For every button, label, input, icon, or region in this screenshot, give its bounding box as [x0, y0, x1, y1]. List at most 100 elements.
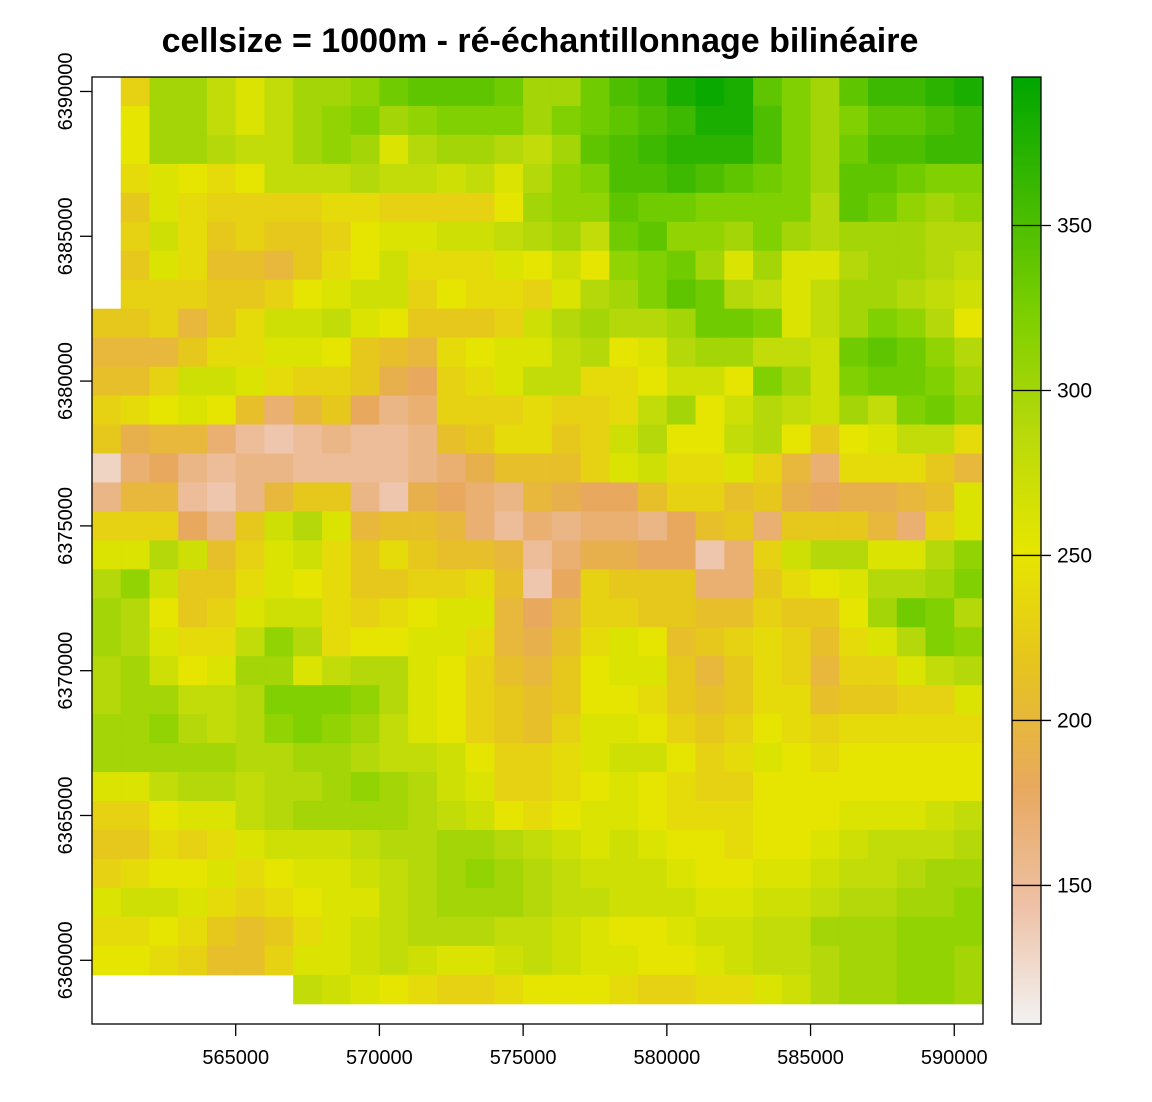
raster-cell: [810, 829, 840, 860]
raster-cell: [666, 77, 697, 107]
raster-cell: [350, 569, 381, 599]
raster-cell: [436, 163, 467, 194]
raster-cell: [293, 945, 323, 976]
raster-cell: [638, 134, 668, 165]
raster-cell: [753, 829, 783, 860]
raster-cell: [580, 424, 610, 455]
raster-cell: [235, 714, 266, 744]
raster-cell: [810, 887, 840, 918]
raster-cell: [551, 656, 582, 686]
raster-cell: [321, 250, 352, 281]
raster-cell: [206, 482, 237, 513]
raster-cell: [580, 337, 610, 368]
raster-cell: [724, 569, 754, 599]
raster-cell: [494, 192, 524, 223]
raster-cell: [178, 916, 208, 947]
raster-cell: [551, 134, 582, 165]
raster-cell: [551, 974, 582, 1005]
raster-cell: [839, 279, 869, 310]
raster-cell: [753, 163, 783, 194]
raster-cell: [810, 772, 840, 802]
raster-cell: [551, 424, 582, 455]
raster-cell: [436, 801, 467, 831]
raster-cell: [695, 916, 725, 947]
raster-cell: [609, 916, 639, 947]
raster-cell: [580, 308, 610, 339]
raster-cell: [264, 395, 294, 426]
raster-cell: [580, 105, 610, 136]
raster-cell: [436, 945, 467, 976]
raster-cell: [379, 656, 409, 686]
raster-cell: [235, 453, 266, 484]
raster-cell: [321, 337, 352, 368]
raster-cell: [666, 945, 697, 976]
raster-cell: [264, 453, 294, 484]
raster-cell: [724, 77, 754, 107]
raster-cell: [206, 540, 237, 570]
raster-cell: [868, 598, 898, 628]
raster-cell: [178, 250, 208, 281]
raster-cell: [206, 685, 237, 715]
raster-cell: [149, 916, 179, 947]
raster-cell: [724, 366, 754, 397]
raster-cell: [149, 511, 179, 541]
raster-cell: [92, 482, 122, 513]
raster-cell: [293, 627, 323, 657]
raster-cell: [781, 743, 812, 773]
raster-cell: [925, 221, 955, 252]
raster-cell: [839, 134, 869, 165]
raster-cell: [810, 163, 840, 194]
raster-cell: [408, 974, 438, 1005]
raster-cell: [954, 887, 984, 918]
raster-cell: [810, 279, 840, 310]
raster-cell: [350, 308, 381, 339]
raster-cell: [551, 482, 582, 513]
raster-cell: [465, 511, 495, 541]
raster-cell: [868, 974, 898, 1005]
raster-cell: [638, 221, 668, 252]
raster-cell: [695, 540, 725, 570]
raster-cell: [753, 395, 783, 426]
raster-cell: [379, 77, 409, 107]
raster-cell: [379, 482, 409, 513]
raster-cell: [839, 656, 869, 686]
raster-cell: [868, 424, 898, 455]
raster-cell: [321, 395, 352, 426]
raster-cell: [551, 829, 582, 860]
raster-cell: [868, 714, 898, 744]
raster-cell: [178, 714, 208, 744]
raster-cell: [379, 540, 409, 570]
raster-cell: [149, 598, 179, 628]
raster-cell: [638, 540, 668, 570]
raster-cell: [436, 395, 467, 426]
raster-cell: [149, 540, 179, 570]
raster-cell: [379, 887, 409, 918]
raster-cell: [580, 77, 610, 107]
raster-cell: [235, 163, 266, 194]
raster-cell: [206, 105, 237, 136]
raster-cell: [408, 105, 438, 136]
raster-cell: [350, 887, 381, 918]
raster-cell: [350, 163, 381, 194]
raster-cell: [666, 772, 697, 802]
raster-cell: [178, 887, 208, 918]
raster-cell: [925, 829, 955, 860]
raster-cell: [551, 308, 582, 339]
raster-cell: [92, 598, 122, 628]
raster-cell: [494, 482, 524, 513]
raster-cell: [178, 192, 208, 223]
raster-cell: [839, 366, 869, 397]
raster-cell: [494, 221, 524, 252]
raster-cell: [810, 105, 840, 136]
raster-cell: [925, 569, 955, 599]
raster-cell: [868, 511, 898, 541]
raster-cell: [235, 801, 266, 831]
raster-cell: [753, 801, 783, 831]
raster-cell: [408, 540, 438, 570]
raster-cell: [753, 656, 783, 686]
raster-cell: [954, 569, 984, 599]
raster-cell: [350, 453, 381, 484]
raster-cell: [638, 453, 668, 484]
raster-cell: [781, 424, 812, 455]
raster-cell: [436, 279, 467, 310]
